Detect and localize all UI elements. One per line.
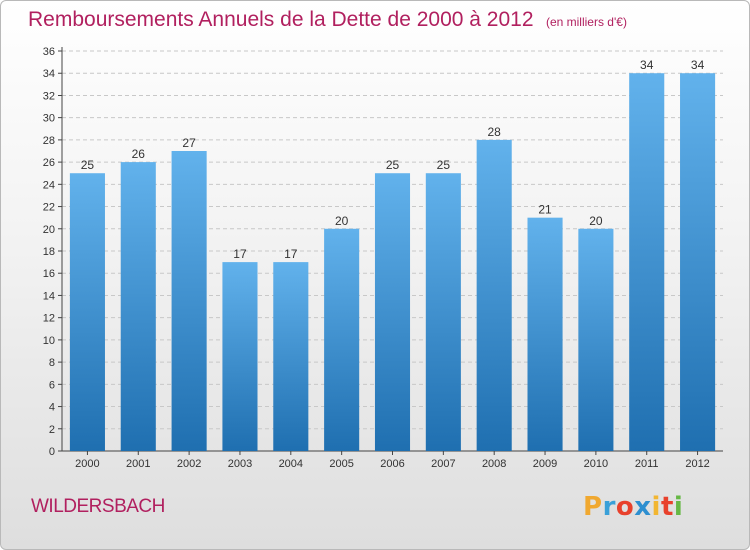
y-tick-label: 30 bbox=[43, 113, 55, 125]
logo-letter: i bbox=[673, 492, 684, 522]
commune-name: WILDERSBACH bbox=[31, 496, 165, 517]
y-tick-label: 22 bbox=[43, 202, 55, 214]
x-tick-label: 2011 bbox=[635, 458, 659, 470]
y-tick-label: 20 bbox=[43, 224, 55, 236]
x-tick-label: 2008 bbox=[482, 458, 506, 470]
x-tick-label: 2006 bbox=[380, 458, 404, 470]
y-tick-label: 36 bbox=[43, 46, 55, 58]
y-tick-label: 16 bbox=[43, 268, 55, 280]
x-tick-label: 2004 bbox=[279, 458, 303, 470]
logo-letter: P bbox=[583, 492, 603, 522]
x-tick-label: 2007 bbox=[431, 458, 455, 470]
data-label: 21 bbox=[538, 203, 552, 217]
chart-subtitle: (en milliers d'€) bbox=[545, 15, 627, 29]
y-tick-label: 8 bbox=[49, 357, 55, 369]
data-label: 20 bbox=[589, 214, 603, 228]
bar bbox=[425, 173, 461, 451]
bar bbox=[171, 151, 207, 451]
y-tick-label: 2 bbox=[49, 424, 55, 436]
data-label: 25 bbox=[81, 158, 95, 172]
chart-title: Remboursements Annuels de la Dette de 20… bbox=[28, 8, 534, 31]
x-tick-label: 2012 bbox=[685, 458, 709, 470]
x-tick-label: 2000 bbox=[75, 458, 99, 470]
logo-letter: t bbox=[660, 492, 674, 522]
data-label: 28 bbox=[488, 125, 502, 139]
bar bbox=[476, 139, 512, 451]
data-label: 25 bbox=[386, 158, 400, 172]
y-tick-label: 6 bbox=[49, 379, 55, 391]
y-tick-label: 12 bbox=[43, 313, 55, 325]
bar bbox=[273, 262, 309, 451]
labels: 0246810121416182022242628303234362000252… bbox=[43, 46, 710, 470]
y-tick-label: 34 bbox=[43, 68, 55, 80]
x-tick-label: 2001 bbox=[126, 458, 150, 470]
bar bbox=[324, 228, 360, 451]
data-label: 20 bbox=[335, 214, 349, 228]
y-tick-label: 0 bbox=[49, 446, 55, 458]
logo-letter: r bbox=[602, 492, 616, 522]
x-tick-label: 2002 bbox=[177, 458, 201, 470]
y-tick-label: 4 bbox=[49, 402, 55, 414]
data-label: 17 bbox=[233, 247, 247, 261]
bar bbox=[374, 173, 411, 451]
y-tick-label: 28 bbox=[43, 135, 55, 147]
x-tick-label: 2009 bbox=[533, 458, 557, 470]
bar bbox=[120, 162, 156, 451]
y-tick-label: 14 bbox=[43, 290, 55, 302]
logo-letter: i bbox=[651, 492, 661, 522]
bar bbox=[629, 73, 665, 451]
bar bbox=[222, 262, 258, 451]
x-tick-label: 2010 bbox=[584, 458, 608, 470]
y-tick-label: 18 bbox=[43, 246, 55, 258]
x-tick-label: 2003 bbox=[228, 458, 252, 470]
data-label: 26 bbox=[132, 147, 146, 161]
bar bbox=[527, 217, 563, 451]
chart-heading: Remboursements Annuels de la Dette de 20… bbox=[28, 8, 627, 32]
y-tick-label: 10 bbox=[43, 335, 55, 347]
data-label: 34 bbox=[691, 58, 705, 72]
data-label: 25 bbox=[437, 158, 451, 172]
y-tick-label: 24 bbox=[43, 179, 55, 191]
data-label: 34 bbox=[640, 58, 654, 72]
bar bbox=[578, 228, 614, 451]
x-tick-label: 2005 bbox=[329, 458, 353, 470]
bar bbox=[69, 173, 105, 451]
y-tick-label: 26 bbox=[43, 157, 55, 169]
logo-letter: o bbox=[615, 492, 635, 522]
proxiti-logo: Proxiti bbox=[583, 491, 683, 522]
y-tick-label: 32 bbox=[43, 90, 55, 102]
logo-letter: x bbox=[634, 492, 652, 522]
data-label: 17 bbox=[284, 247, 298, 261]
bar bbox=[680, 73, 716, 451]
data-label: 27 bbox=[182, 136, 196, 150]
bars bbox=[69, 73, 716, 451]
